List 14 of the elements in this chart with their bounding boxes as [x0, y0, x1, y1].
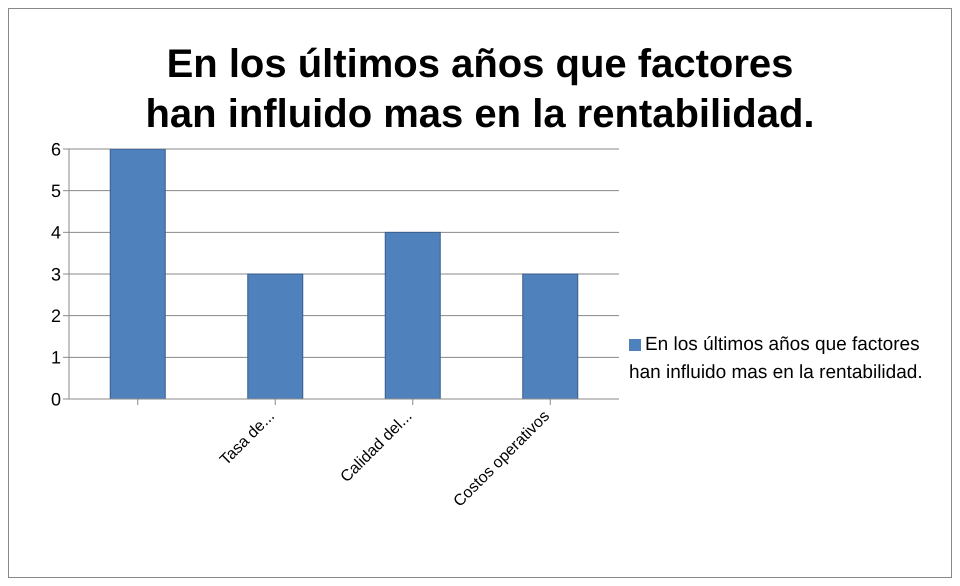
bar [247, 274, 304, 399]
y-tick-label: 1 [50, 348, 61, 368]
x-tick-label: Tasa de... [217, 408, 278, 469]
y-tick-label: 3 [50, 264, 61, 284]
bar [522, 274, 578, 399]
y-tick-label: 2 [50, 306, 61, 326]
y-tick-label: 0 [50, 389, 61, 410]
chart-title: En los últimos años que factores han influido mas en la rentabilidad. [144, 41, 816, 138]
legend-label: En los últimos años que factores han influido mas en la rentabilidad. [629, 334, 923, 383]
y-tick-label: 4 [50, 222, 61, 243]
bar [110, 149, 166, 399]
y-tick-label: 6 [50, 139, 61, 160]
bar [384, 232, 441, 399]
y-tick-label: 5 [50, 181, 61, 202]
